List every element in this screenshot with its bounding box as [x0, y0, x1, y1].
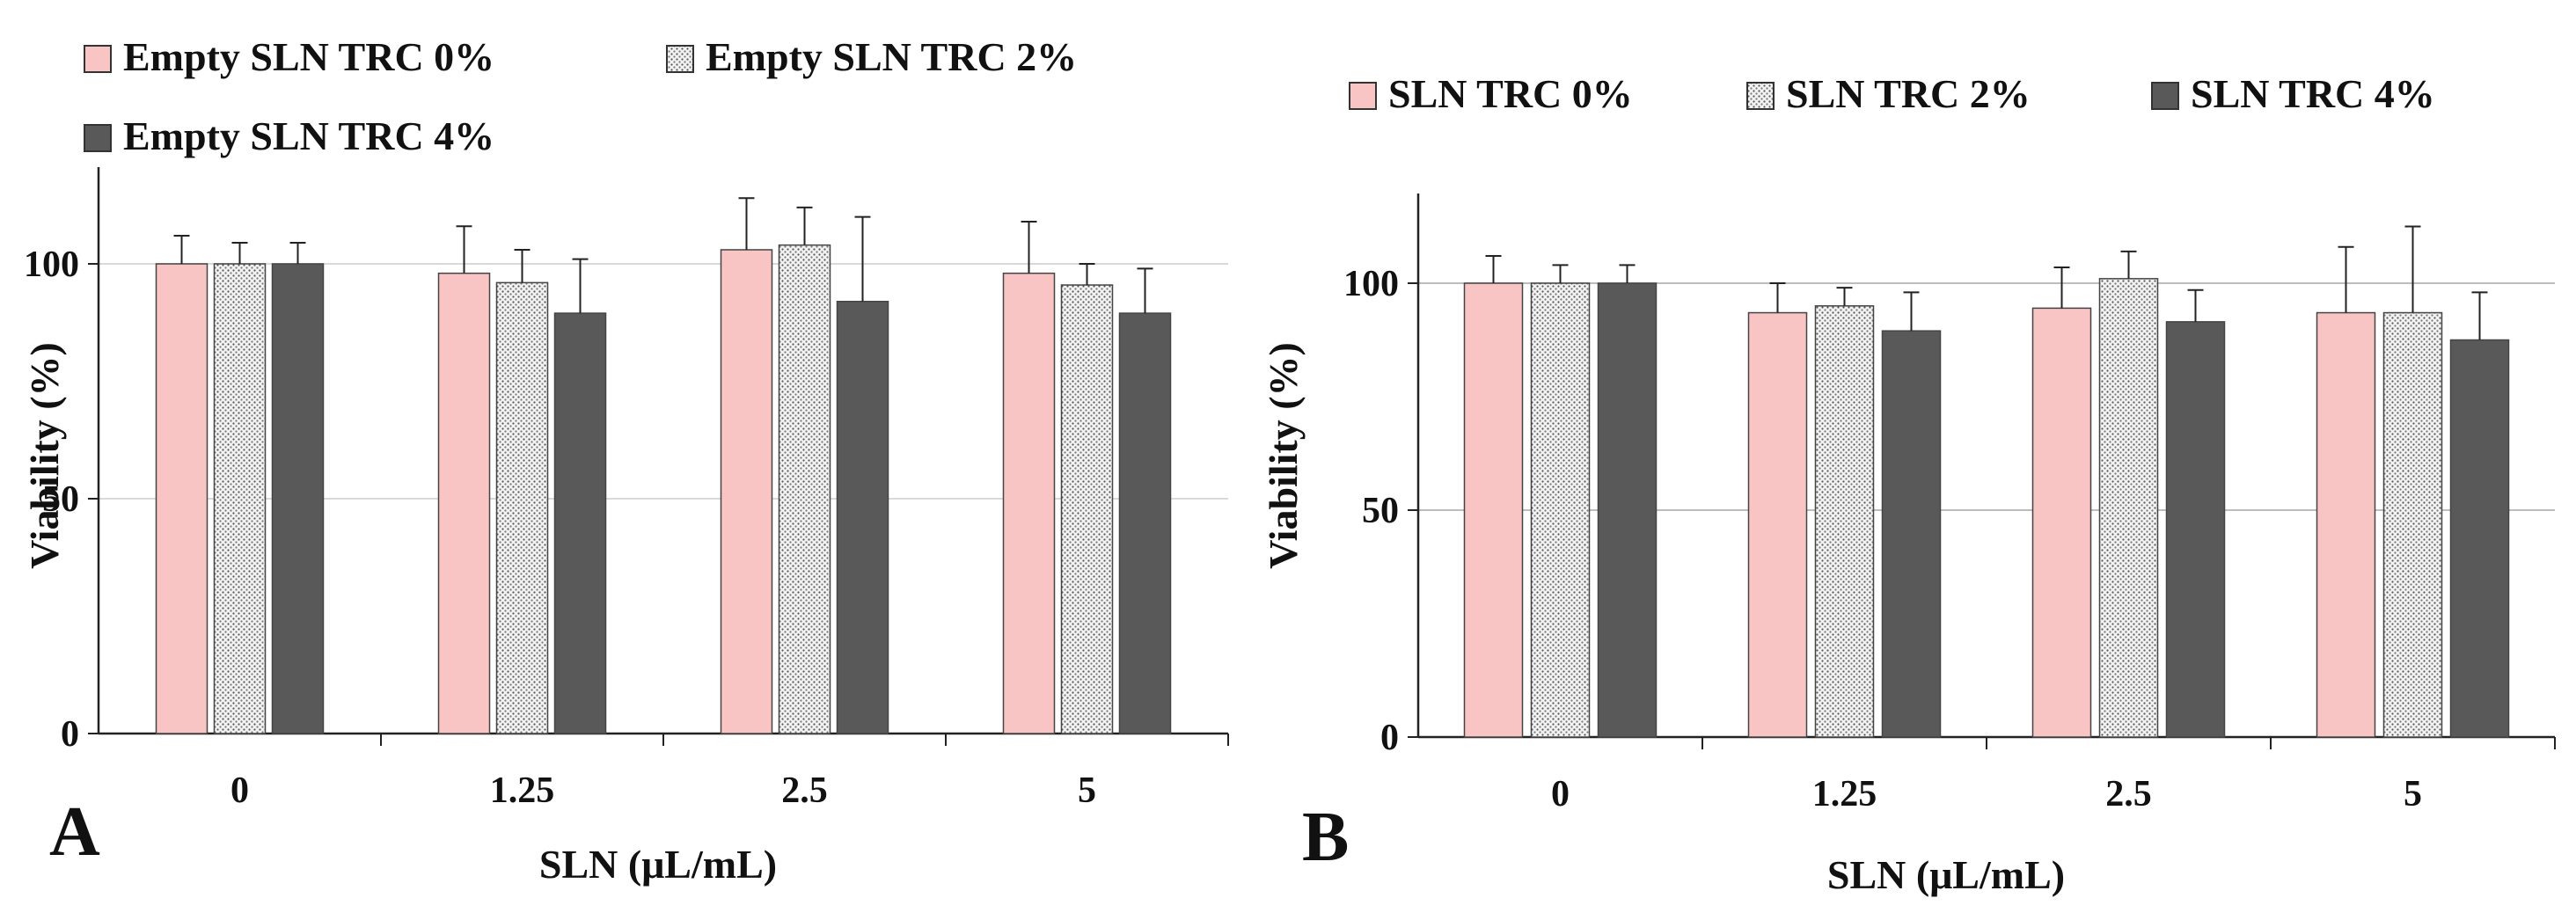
legend-swatch-b-2: [2151, 82, 2179, 110]
bar-a-s0-c1: [437, 272, 491, 734]
bar-b-s0-c0: [1463, 282, 1524, 738]
bar-a-s2-c1: [553, 312, 607, 734]
legend-label-a-1: Empty SLN TRC 2%: [706, 34, 1077, 79]
legend-item-b-1: SLN TRC 2%: [1746, 71, 2031, 116]
x-tick-label-a-2: 2.5: [781, 770, 828, 811]
legend-item-a-2: Empty SLN TRC 4%: [84, 113, 494, 158]
bar-b-s2-c3: [2449, 339, 2510, 738]
x-tick-label-b-1: 1.25: [1812, 774, 1877, 814]
y-tick-label-b-2: 100: [1343, 264, 1399, 304]
bar-b-s1-c3: [2382, 311, 2443, 738]
bar-a-s2-c2: [836, 300, 889, 734]
legend-item-a-0: Empty SLN TRC 0%: [84, 34, 494, 79]
bar-b-s2-c0: [1597, 282, 1658, 738]
bar-a-s0-c0: [155, 263, 209, 734]
legend-label-a-0: Empty SLN TRC 0%: [123, 34, 494, 79]
legend-b: SLN TRC 0% SLN TRC 2% SLN TRC 4%: [1349, 71, 2435, 116]
panel-a: Empty SLN TRC 0% Empty SLN TRC 2% Empty …: [22, 34, 1229, 887]
bar-a-s0-c2: [720, 249, 773, 734]
x-tick-label-a-3: 5: [1078, 770, 1096, 811]
bar-b-s0-c3: [2316, 311, 2376, 738]
panel-b: SLN TRC 0% SLN TRC 2% SLN TRC 4% 0501000…: [1261, 71, 2556, 897]
y-tick-label-a-1: 50: [42, 479, 79, 520]
y-tick-label-b-0: 0: [1380, 718, 1399, 758]
bar-a-s1-c0: [213, 263, 267, 734]
x-tick-label-a-1: 1.25: [490, 770, 555, 811]
bar-a-s2-c0: [271, 263, 325, 734]
bar-b-s1-c0: [1530, 282, 1591, 738]
legend-item-a-1: Empty SLN TRC 2%: [666, 34, 1077, 79]
legend-item-b-2: SLN TRC 4%: [2151, 71, 2435, 116]
y-tick-label-a-0: 0: [61, 714, 79, 755]
bar-a-s1-c1: [495, 281, 549, 734]
bar-a-s0-c3: [1002, 272, 1056, 734]
legend-swatch-a-2: [84, 124, 112, 152]
bar-b-s2-c2: [2165, 321, 2226, 738]
legend-label-a-2: Empty SLN TRC 4%: [123, 113, 494, 158]
y-tick-label-b-1: 50: [1362, 491, 1399, 531]
legend-a: Empty SLN TRC 0% Empty SLN TRC 2% Empty …: [84, 34, 1077, 158]
bar-b-s0-c1: [1747, 311, 1808, 738]
bar-a-s2-c3: [1118, 312, 1172, 734]
bar-b-s0-c2: [2031, 307, 2092, 738]
legend-swatch-a-0: [84, 45, 112, 73]
bar-a-s1-c2: [778, 244, 831, 734]
x-axis-label-b: SLN (μL/mL): [1827, 852, 2065, 897]
legend-swatch-b-1: [1746, 82, 1775, 110]
panel-letter-b: B: [1302, 799, 1349, 876]
plot-a: 0 50 100 0 1.25 2.5 5: [24, 167, 1229, 811]
legend-label-b-1: SLN TRC 2%: [1786, 71, 2031, 116]
x-tick-label-b-0: 0: [1551, 774, 1570, 814]
x-tick-label-a-0: 0: [231, 770, 249, 811]
legend-item-b-0: SLN TRC 0%: [1349, 71, 1633, 116]
bar-b-s1-c2: [2098, 278, 2159, 738]
y-tick-label-a-2: 100: [24, 245, 79, 285]
panel-letter-a: A: [49, 793, 100, 871]
x-axis-label-a: SLN (μL/mL): [539, 842, 777, 887]
plot-b: 0 50 100 0 1.25 2.5 5: [1343, 193, 2556, 814]
y-axis-label-b: Viability (%): [1261, 342, 1306, 569]
bar-b-s2-c1: [1881, 330, 1942, 738]
legend-swatch-a-1: [666, 45, 694, 73]
legend-label-b-2: SLN TRC 4%: [2191, 71, 2435, 116]
bar-b-s1-c1: [1814, 305, 1875, 738]
legend-swatch-b-0: [1349, 82, 1377, 110]
x-tick-label-b-2: 2.5: [2105, 774, 2152, 814]
bar-a-s1-c3: [1060, 284, 1114, 734]
legend-label-b-0: SLN TRC 0%: [1388, 71, 1633, 116]
y-axis-label-a: Viability (%): [22, 342, 67, 569]
x-tick-label-b-3: 5: [2404, 774, 2422, 814]
